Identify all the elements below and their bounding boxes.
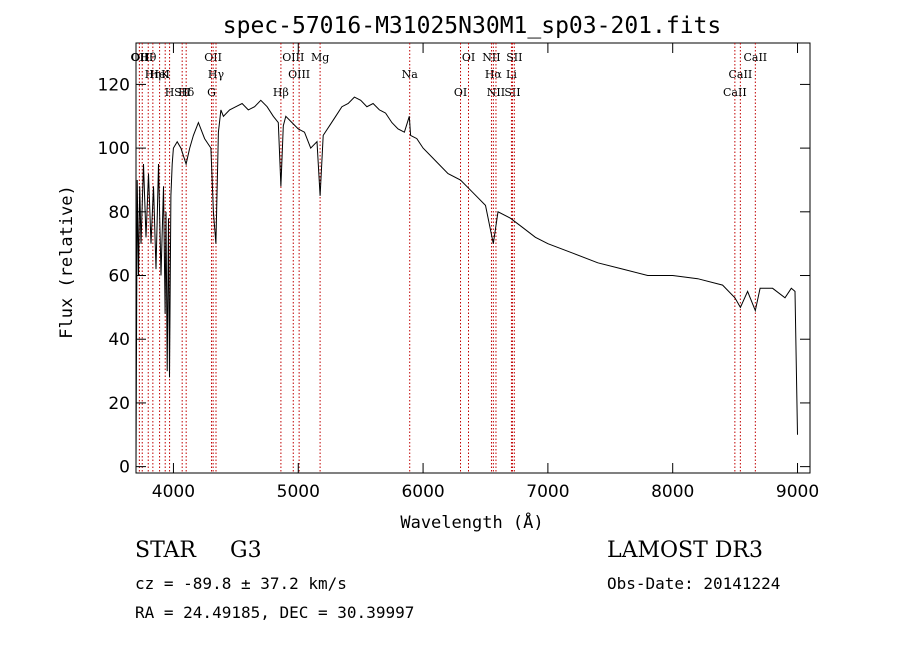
survey-label: LAMOST DR3 [607,538,763,563]
observation-date: Obs-Date: 20141224 [607,574,781,593]
line-marker-label: OII [204,51,222,64]
line-markers: HθKHδOIIHeISIIOIIIHηHOIIHγGOIIIOIIIHβMgN… [131,43,767,473]
line-marker-label: OII [131,51,149,64]
object-subclass: G3 [230,538,262,563]
line-marker-label: Hγ [208,68,225,81]
line-marker-label: SII [504,86,520,99]
x-tick-label: 5000 [277,482,320,502]
y-tick-label: 40 [108,330,130,350]
x-tick-label: 7000 [526,482,569,502]
y-tick-label: 80 [108,203,130,223]
line-marker-label: Mg [311,51,329,64]
object-class: STAR [135,538,196,563]
chart-title: spec-57016-M31025N30M1_sp03-201.fits [223,13,722,39]
line-marker-label: Hη [145,68,161,81]
line-marker-label: OIII [131,51,153,64]
line-marker-label: H [165,86,175,99]
x-tick-label: 6000 [401,482,444,502]
redshift-cz: cz = -89.8 ± 37.2 km/s [135,574,347,593]
spectrum-series-line [135,96,798,467]
y-tick-label: 120 [98,75,130,95]
line-marker-label: Na [402,68,419,81]
y-tick-label: 0 [119,458,130,478]
line-marker-label: HeI [149,68,169,81]
axis-ticks: 4000 5000 6000 7000 8000 9000 0 20 40 60 80 100 120 [98,43,819,502]
line-marker-label: G [207,86,216,99]
line-marker-label: OI [462,51,475,64]
line-marker-label: K [161,68,170,81]
line-marker-label: OIII [288,68,310,81]
x-axis-label: Wavelength (Å) [400,511,543,533]
y-tick-label: 60 [108,267,130,287]
line-marker-label: CaII [723,86,747,99]
y-axis-label: Flux (relative) [57,185,77,339]
line-marker-label: CaII [729,68,753,81]
line-marker-label: SII [174,86,190,99]
coordinates-radec: RA = 24.49185, DEC = 30.39997 [135,603,415,622]
x-tick-label: 9000 [776,482,819,502]
line-marker-label: Hα [485,68,503,81]
object-class-label: STAR G3 [135,538,262,563]
line-marker-label: NII [482,51,500,64]
line-marker-label: Hβ [273,86,289,99]
line-marker-label: OIII [282,51,304,64]
line-marker-label: NII [487,86,505,99]
y-tick-label: 20 [108,394,130,414]
line-marker-label: Li [506,68,517,81]
x-tick-label: 4000 [152,482,195,502]
line-marker-label: SII [506,51,522,64]
line-marker-label: OI [454,86,467,99]
line-marker-label: CaII [743,51,767,64]
x-tick-label: 8000 [651,482,694,502]
y-tick-label: 100 [98,139,130,159]
plot-frame [135,42,811,474]
